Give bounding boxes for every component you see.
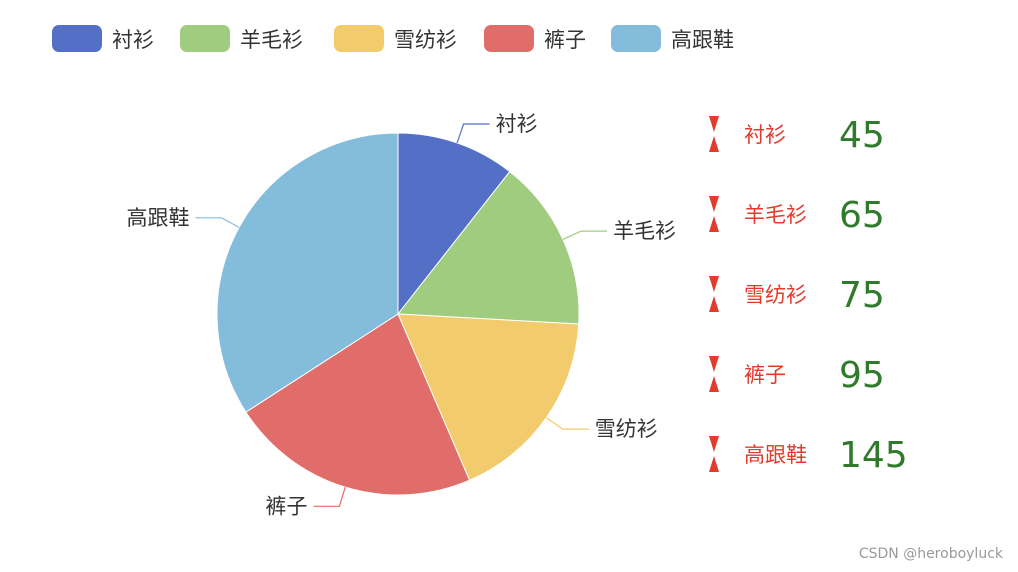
side-item-name: 高跟鞋 [744,443,807,467]
watermark: CSDN @heroboyluck [859,546,1004,562]
legend-item-1[interactable]: 衬衫 [52,25,154,52]
side-item-name: 衬衫 [744,123,786,147]
legend: 衬衫 羊毛衫 雪纺衫 裤子 高跟鞋 [52,25,734,52]
bowtie-marker-icon [709,436,719,472]
side-value-list: 衬衫 45 羊毛衫 65 雪纺衫 75 裤子 95 高跟鞋 145 [709,115,908,476]
legend-swatch [611,25,661,52]
legend-item-2[interactable]: 羊毛衫 [180,25,303,52]
side-item-value: 75 [839,275,885,316]
leader-line [546,417,589,430]
side-item-name: 雪纺衫 [744,283,807,307]
side-item-value: 45 [839,115,885,156]
legend-item-4[interactable]: 裤子 [484,25,586,52]
side-item-name: 裤子 [744,363,786,387]
slice-label: 雪纺衫 [595,417,658,441]
side-list-item-5: 高跟鞋 145 [709,435,908,476]
slice-label: 衬衫 [496,112,538,136]
legend-label: 高跟鞋 [671,28,734,52]
legend-label: 衬衫 [112,28,154,52]
legend-label: 雪纺衫 [394,28,457,52]
legend-swatch [334,25,384,52]
side-list-item-4: 裤子 95 [709,355,885,396]
slice-label: 高跟鞋 [127,206,190,230]
legend-label: 羊毛衫 [240,28,303,52]
legend-swatch [180,25,230,52]
leader-line [562,230,608,240]
legend-item-5[interactable]: 高跟鞋 [611,25,734,52]
bowtie-marker-icon [709,276,719,312]
pie-slice-3[interactable] [397,313,580,481]
bowtie-marker-icon [709,116,719,152]
side-list-item-2: 羊毛衫 65 [709,195,885,236]
side-item-value: 95 [839,355,885,396]
leader-line [195,217,240,228]
leader-line [313,486,346,507]
legend-item-3[interactable]: 雪纺衫 [334,25,457,52]
legend-swatch [52,25,102,52]
slice-label: 裤子 [265,494,307,518]
slice-label: 羊毛衫 [613,219,676,243]
legend-swatch [484,25,534,52]
legend-label: 裤子 [544,28,586,52]
side-item-value: 65 [839,195,885,236]
side-list-item-3: 雪纺衫 75 [709,275,885,316]
bowtie-marker-icon [709,196,719,232]
bowtie-marker-icon [709,356,719,392]
leader-line [456,123,490,144]
side-list-item-1: 衬衫 45 [709,115,885,156]
pie-slices [216,132,580,496]
pie-slice-5[interactable] [216,132,399,413]
pie-slice-1[interactable] [397,132,511,316]
side-item-value: 145 [839,435,908,476]
side-item-name: 羊毛衫 [744,203,807,227]
pie-slice-4[interactable] [245,313,471,496]
